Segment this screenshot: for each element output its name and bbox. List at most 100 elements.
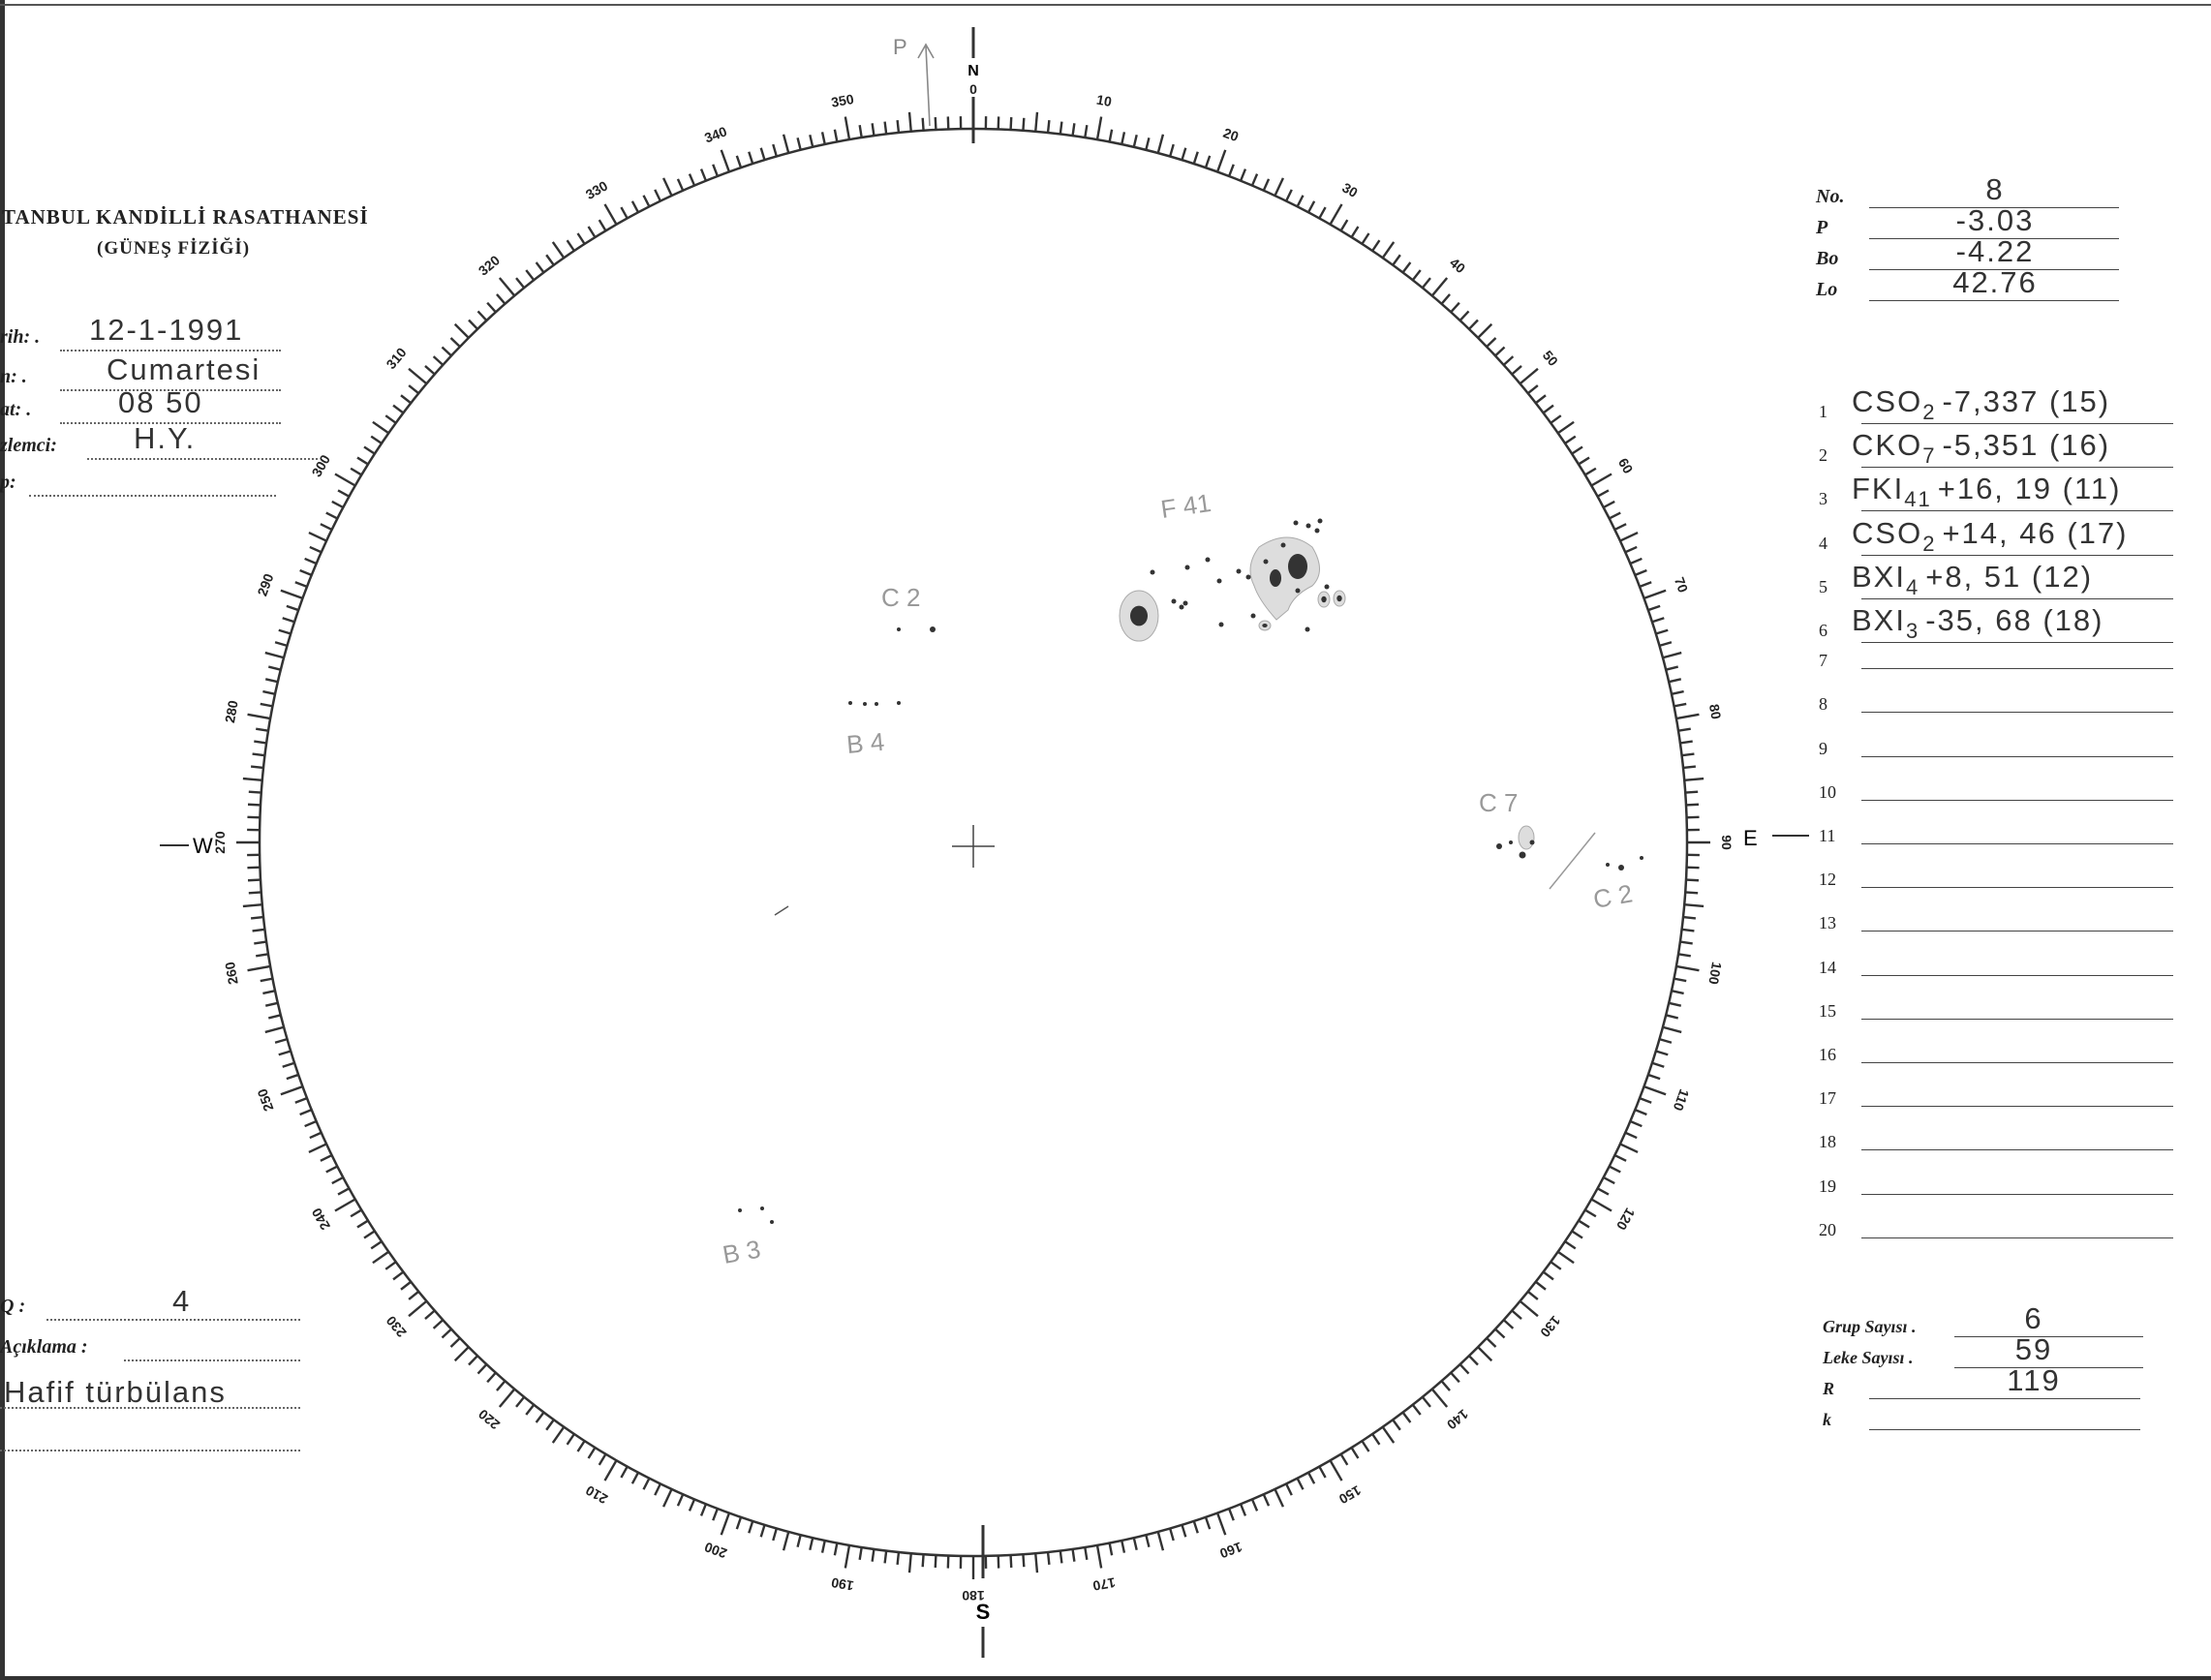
degree-tick — [699, 168, 708, 182]
summary-line — [1954, 1367, 2143, 1368]
sunspot-pore — [1280, 542, 1286, 548]
degree-tick — [1502, 1319, 1515, 1329]
degree-tick — [304, 1119, 318, 1128]
degree-tick — [496, 293, 507, 305]
degree-label: 140 — [1444, 1406, 1471, 1432]
degree-tick — [1603, 1176, 1615, 1185]
degree-tick — [252, 752, 265, 757]
degree-label: 50 — [1540, 348, 1561, 369]
degree-tick — [1613, 523, 1627, 531]
degree-tick — [871, 123, 875, 137]
sunspot-umbra — [1321, 596, 1327, 603]
degree-tick — [1519, 367, 1539, 385]
degree-tick — [498, 1388, 516, 1408]
degree-tick — [1643, 1084, 1667, 1096]
degree-tick — [1084, 125, 1089, 138]
field-value: H.Y. — [134, 421, 197, 455]
degree-tick — [1274, 177, 1285, 197]
group-line — [1861, 755, 2173, 757]
degree-tick — [1440, 293, 1451, 305]
degree-tick — [331, 500, 344, 509]
sunspot-pore — [760, 1207, 764, 1210]
sunspot-pore — [1529, 840, 1535, 845]
sunspot-pore — [1179, 604, 1184, 610]
spot-group-label: C 2 — [881, 583, 920, 612]
degree-tick — [1535, 1280, 1547, 1291]
degree-tick — [264, 1001, 279, 1007]
degree-tick — [1557, 420, 1575, 435]
degree-tick — [1318, 206, 1327, 219]
sunspot-pore — [875, 702, 878, 706]
degree-tick — [1168, 1528, 1175, 1542]
degree-tick — [883, 1550, 888, 1564]
group-number: 18 — [1819, 1132, 1836, 1152]
degree-tick — [1639, 581, 1652, 589]
degree-label: 90 — [1719, 835, 1735, 850]
group-row: 20 — [1819, 1220, 2177, 1263]
param-label: No. — [1816, 186, 1845, 207]
degree-tick — [1095, 116, 1103, 140]
degree-tick — [304, 557, 318, 565]
degree-tick — [309, 545, 322, 554]
degree-tick — [1685, 790, 1699, 794]
degree-label: 340 — [702, 123, 729, 145]
degree-tick — [545, 1419, 555, 1431]
degree-tick — [630, 1472, 640, 1484]
degree-tick — [688, 173, 696, 187]
degree-tick — [535, 261, 545, 274]
degree-tick — [384, 414, 397, 424]
group-entry: CSO2 -7,337 (15) — [1852, 384, 2110, 425]
degree-tick — [1477, 322, 1493, 339]
degree-tick — [1227, 1508, 1235, 1521]
degree-tick — [260, 977, 273, 983]
degree-label: 330 — [583, 177, 610, 202]
sunspot-pore — [897, 627, 901, 631]
degree-tick — [1557, 1250, 1575, 1265]
degree-tick — [1046, 1551, 1051, 1566]
degree-tick — [1662, 1025, 1682, 1034]
group-position: +16, 19 (11) — [1937, 472, 2122, 506]
degree-tick — [844, 1544, 851, 1569]
field-label: zlemci: — [0, 435, 57, 456]
group-class: BXI — [1852, 603, 1906, 637]
degree-tick — [1145, 1534, 1151, 1548]
degree-tick — [441, 1328, 452, 1339]
degree-tick — [1675, 964, 1700, 972]
degree-tick — [1215, 1512, 1227, 1536]
sunspot-pore — [1205, 557, 1211, 563]
degree-tick — [282, 1061, 295, 1068]
degree-tick — [1459, 310, 1470, 321]
degree-tick — [1108, 129, 1114, 142]
group-row: 13 — [1819, 913, 2177, 956]
degree-tick — [308, 1143, 327, 1154]
degree-tick — [1274, 1488, 1285, 1508]
sunspot-pore — [1182, 600, 1188, 606]
degree-tick — [1022, 117, 1026, 131]
south-label: S — [976, 1600, 991, 1624]
degree-tick — [1486, 337, 1497, 348]
degree-label: 20 — [1221, 125, 1241, 144]
degree-tick — [598, 1453, 607, 1466]
group-position: -7,337 (15) — [1942, 384, 2111, 418]
degree-tick — [1639, 1096, 1652, 1104]
degree-tick — [1361, 1440, 1370, 1452]
degree-tick — [1651, 1061, 1665, 1068]
degree-tick — [408, 1290, 419, 1300]
degree-label: 180 — [962, 1588, 985, 1604]
degree-tick — [1450, 301, 1460, 314]
degree-tick — [1392, 1419, 1401, 1431]
degree-tick — [299, 1108, 313, 1116]
group-row: 9 — [1819, 739, 2177, 781]
degree-tick — [525, 269, 536, 281]
degree-tick — [280, 1084, 303, 1096]
degree-tick — [256, 953, 269, 958]
group-class: CSO — [1852, 515, 1923, 550]
param-value: -4.22 — [1955, 234, 2035, 268]
p-axis-arrow-icon — [917, 43, 935, 127]
degree-tick — [1296, 195, 1305, 207]
summary-label: Grup Sayısı . — [1823, 1317, 1917, 1336]
degree-tick — [278, 1050, 292, 1056]
sunspot-pore — [1295, 588, 1301, 594]
aciklama-line-2 — [0, 1450, 300, 1451]
